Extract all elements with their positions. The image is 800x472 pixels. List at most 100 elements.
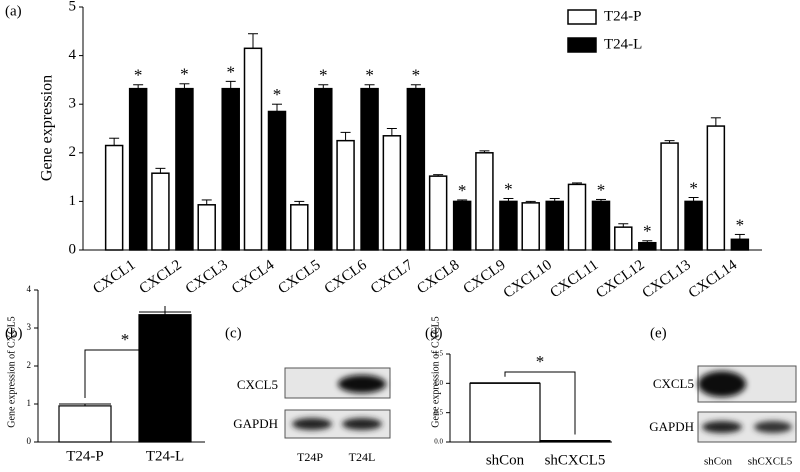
significance-mark: * xyxy=(412,66,421,85)
y-axis-label: Gene expression xyxy=(39,75,56,181)
blot-e: (e) CXCL5 GAPDH shCon shCXCL5 xyxy=(649,325,797,468)
bar xyxy=(382,135,402,251)
y-tick-label: 3 xyxy=(69,96,77,112)
lane-label: T24L xyxy=(349,450,376,464)
y-tick-label: 0.5 xyxy=(434,408,443,416)
x-tick-label: CXCL5 xyxy=(275,257,323,297)
bar xyxy=(360,87,379,251)
x-tick-label: CXCL11 xyxy=(547,257,601,301)
significance-mark: * xyxy=(643,222,652,241)
bar xyxy=(267,110,287,251)
band xyxy=(338,375,386,393)
significance-mark: * xyxy=(319,66,328,85)
y-tick-label: 2 xyxy=(27,360,32,370)
y-tick-label: 1.5 xyxy=(434,350,443,358)
band xyxy=(702,421,742,433)
legend-swatch xyxy=(567,37,597,53)
bar xyxy=(545,200,564,251)
significance-bracket xyxy=(504,371,576,435)
bar xyxy=(290,204,309,251)
bar xyxy=(151,172,170,251)
y-tick-label: 0 xyxy=(69,241,77,257)
bar xyxy=(638,241,657,251)
bar xyxy=(58,405,112,443)
x-tick-label: CXCL14 xyxy=(686,257,741,302)
significance-mark: * xyxy=(134,66,143,85)
bar xyxy=(336,139,355,251)
significance-mark: * xyxy=(458,181,467,200)
y-tick-label: 1.0 xyxy=(434,379,443,387)
x-tick-label: CXCL1 xyxy=(90,257,138,297)
significance-mark: * xyxy=(180,65,189,84)
x-tick-label: T24-P xyxy=(66,448,104,464)
y-tick-label: 2 xyxy=(69,144,77,160)
band-label: GAPDH xyxy=(233,416,278,431)
x-tick-label: CXCL6 xyxy=(322,257,371,298)
bar xyxy=(521,202,540,251)
significance-mark: * xyxy=(121,330,130,349)
panel-label: (e) xyxy=(650,325,667,341)
bar xyxy=(452,200,472,251)
significance-mark: * xyxy=(597,180,606,199)
lane-label: shCon xyxy=(704,456,733,468)
bar xyxy=(591,200,611,251)
bar xyxy=(221,87,240,251)
band-label: CXCL5 xyxy=(237,377,278,392)
band-label: GAPDH xyxy=(649,419,694,434)
band xyxy=(342,418,382,430)
bar xyxy=(684,200,703,251)
x-tick-label: CXCL13 xyxy=(640,257,694,302)
bar xyxy=(475,152,494,251)
bar xyxy=(128,87,148,251)
legend-swatch xyxy=(567,9,597,25)
significance-mark: * xyxy=(689,178,698,197)
x-tick-label: CXCL3 xyxy=(183,257,231,297)
y-tick-label: 1 xyxy=(69,193,77,209)
panel-label: (c) xyxy=(225,325,242,341)
significance-bracket xyxy=(84,306,166,398)
legend-label: T24-L xyxy=(604,36,642,52)
significance-mark: * xyxy=(736,215,745,234)
bar xyxy=(567,183,587,251)
significance-mark: * xyxy=(536,352,545,371)
bar xyxy=(706,125,726,251)
y-tick-label: 0 xyxy=(27,436,32,446)
x-tick-label: shCon xyxy=(486,452,525,468)
bar xyxy=(614,226,633,251)
bar xyxy=(469,382,541,443)
blot-c: (a) (c) CXCL5 GAPDH T24P T24L xyxy=(5,3,391,464)
band xyxy=(698,371,746,397)
x-tick-label: CXCL7 xyxy=(368,257,417,298)
band xyxy=(754,421,792,433)
x-tick-label: shCXCL5 xyxy=(545,452,606,468)
y-tick-label: 4 xyxy=(69,47,77,63)
x-tick-label: CXCL4 xyxy=(229,257,278,298)
significance-mark: * xyxy=(365,66,374,85)
bar xyxy=(243,47,263,251)
legend-label: T24-P xyxy=(604,8,642,24)
bar xyxy=(406,87,426,251)
panel-label: (b) xyxy=(5,325,23,341)
bar xyxy=(197,204,216,251)
panel-label: (a) xyxy=(5,3,22,19)
y-tick-label: 5 xyxy=(69,0,77,14)
bar xyxy=(660,142,679,251)
y-tick-label: 0.0 xyxy=(434,438,443,446)
significance-mark: * xyxy=(504,179,513,198)
bar xyxy=(175,87,194,251)
x-tick-label: CXCL10 xyxy=(501,257,555,302)
x-tick-label: CXCL2 xyxy=(137,257,185,297)
bar xyxy=(499,200,518,251)
x-tick-label: T24-L xyxy=(146,448,184,464)
bar xyxy=(428,175,448,251)
lane-label: shCXCL5 xyxy=(748,456,793,468)
lane-label: T24P xyxy=(297,450,323,464)
band-label: CXCL5 xyxy=(653,376,694,391)
y-axis-label: Gene expression of CXCL5 xyxy=(430,316,441,427)
bar xyxy=(104,144,124,251)
y-axis-label: Gene expression of CXCL5 xyxy=(6,316,17,427)
y-tick-label: 3 xyxy=(27,322,32,332)
significance-mark: * xyxy=(226,62,235,81)
x-tick-label: CXCL12 xyxy=(593,257,647,302)
